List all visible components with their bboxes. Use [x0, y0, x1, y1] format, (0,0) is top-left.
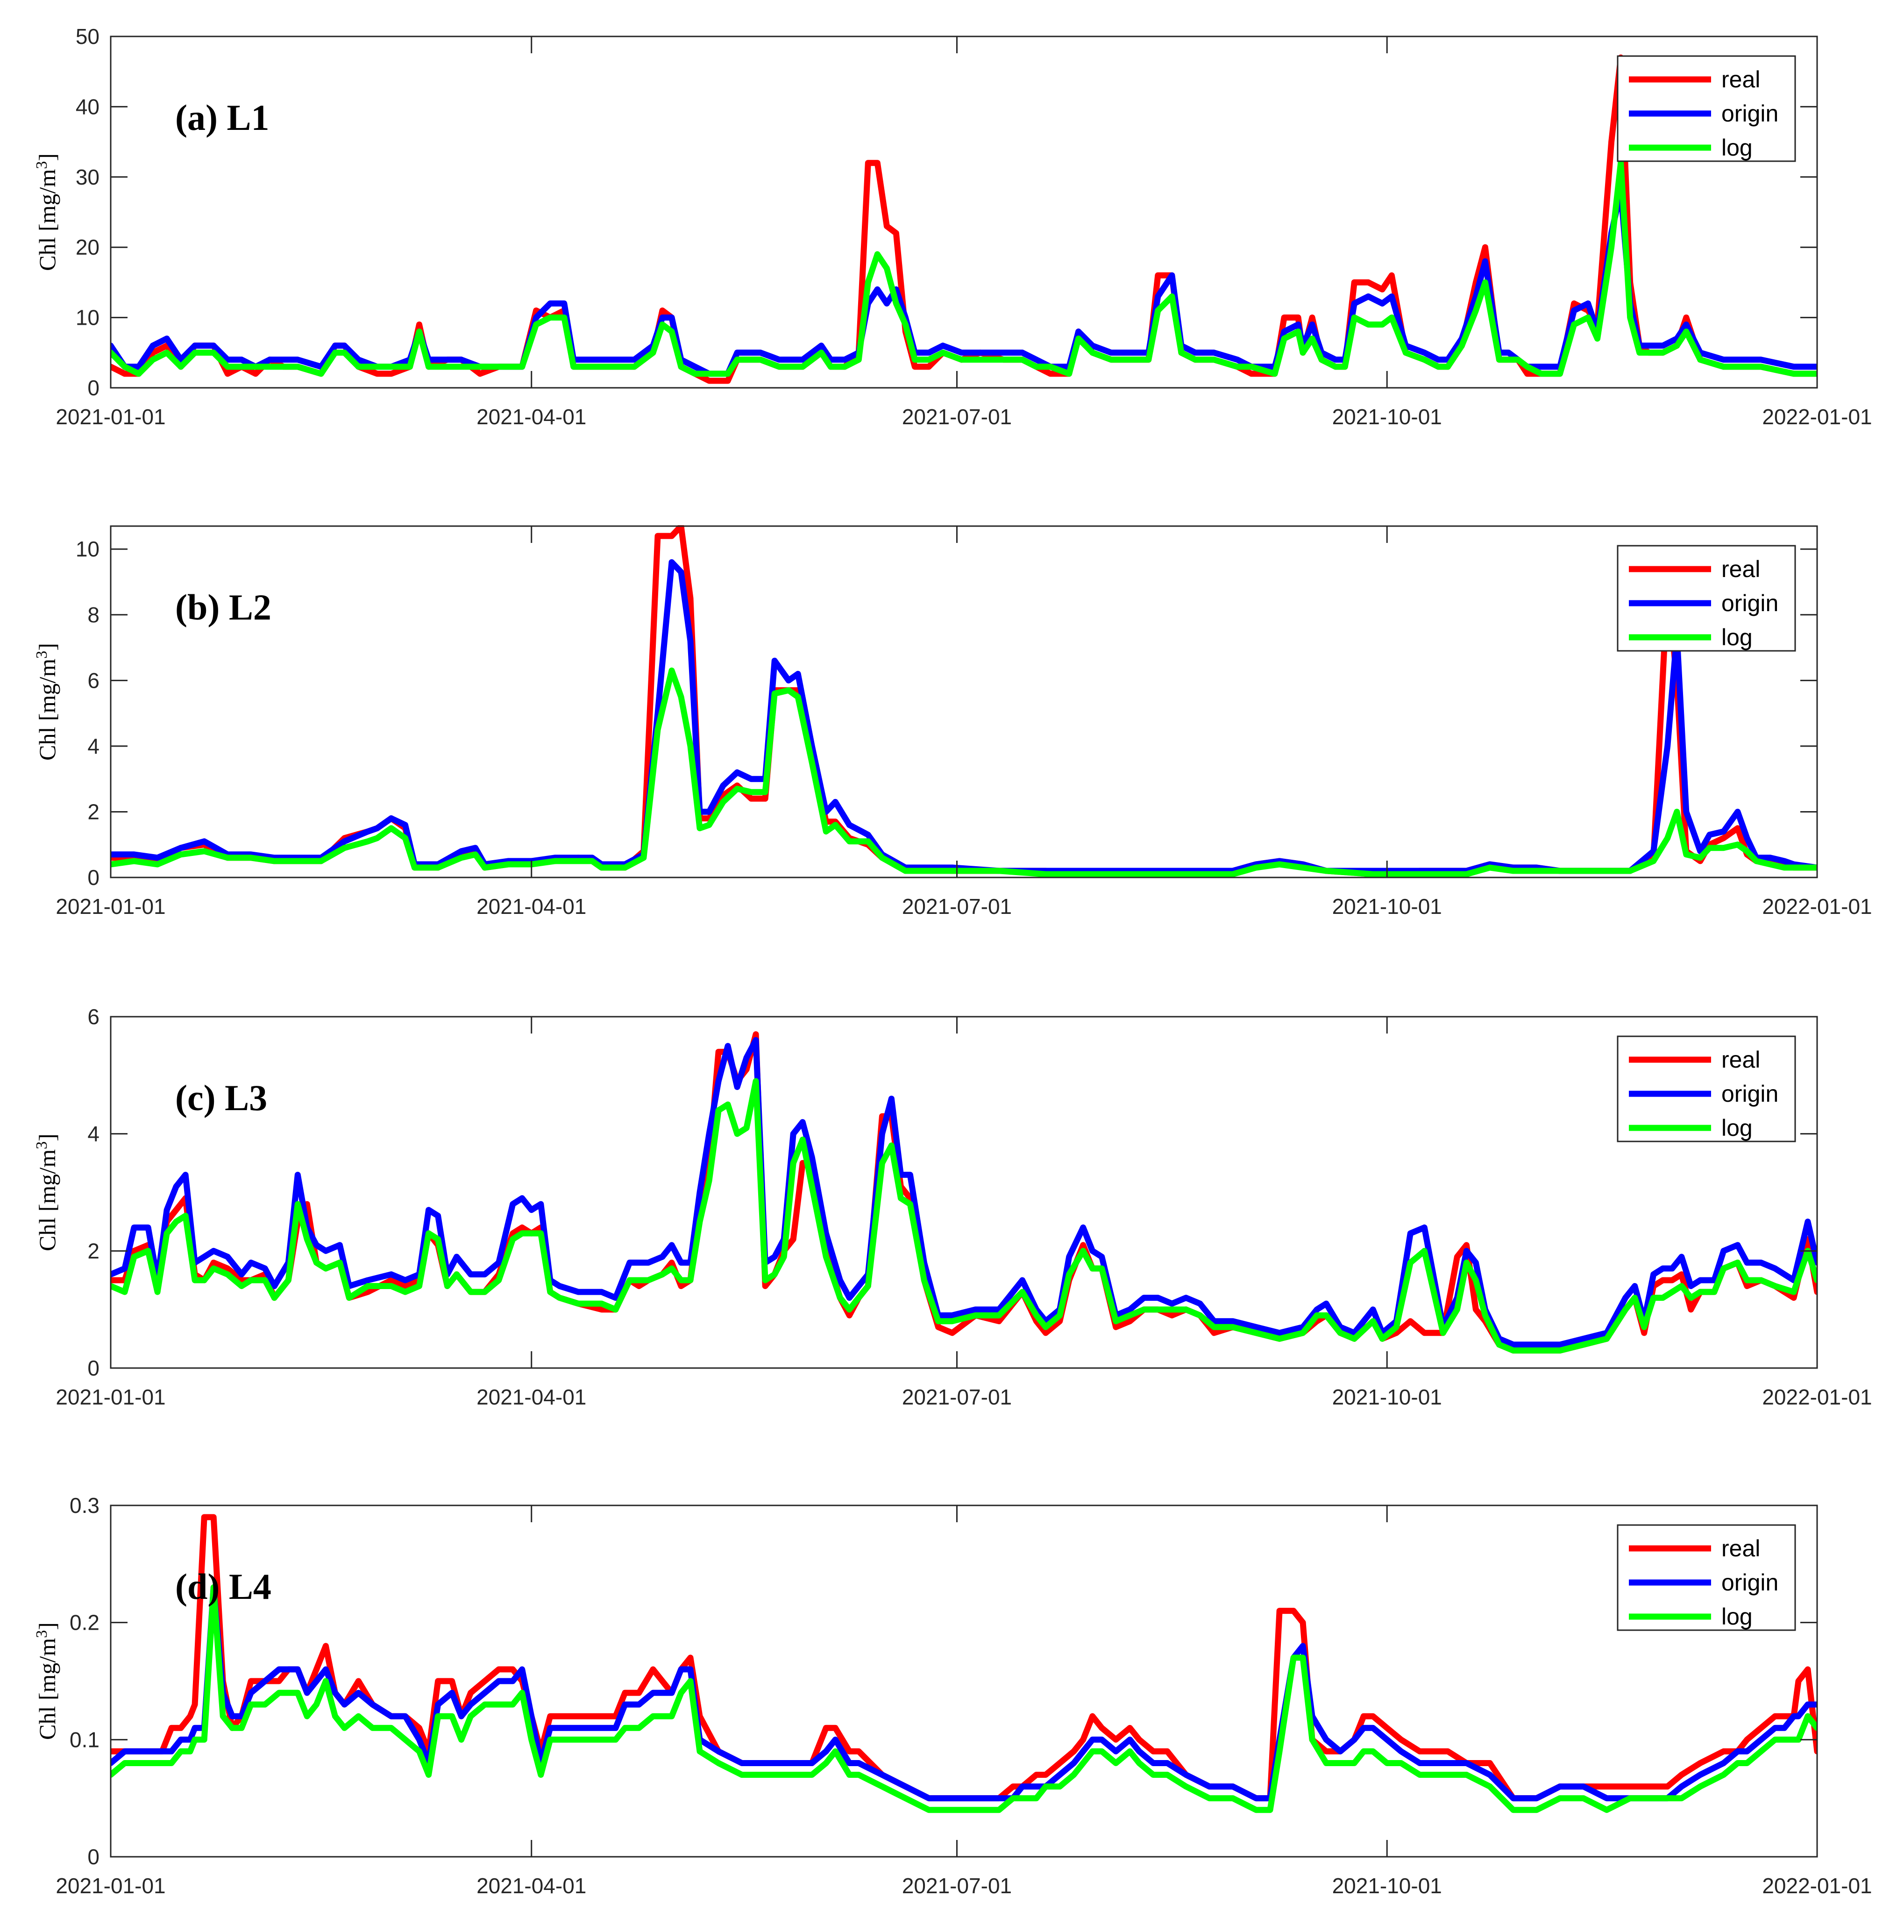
- y-axis-label: Chl [mg/m3]: [33, 1134, 61, 1251]
- y-tick-label: 2: [87, 1239, 99, 1263]
- plot-area: [111, 526, 1817, 877]
- x-tick-label: 2021-01-01: [56, 1874, 165, 1898]
- x-tick-label: 2022-01-01: [1762, 894, 1872, 919]
- y-tick-label: 4: [87, 1122, 99, 1146]
- chart-panel-3: 0 2 4 6 2021-01-01 2021-04-01 2021-07-01 2021-1…: [33, 1005, 1872, 1409]
- legend: real origin log: [1617, 1524, 1796, 1631]
- x-tick-label: 2021-04-01: [476, 1874, 586, 1898]
- y-tick-label: 6: [87, 668, 99, 692]
- series-lines: [111, 1514, 1817, 1813]
- series-lines: [111, 525, 1817, 877]
- x-tick-label: 2021-10-01: [1332, 405, 1442, 429]
- y-tick-label: 6: [87, 1005, 99, 1029]
- y-tick-label: 8: [87, 603, 99, 627]
- legend-label-log: log: [1721, 624, 1753, 650]
- chart-panel-2: 0 2 4 6 8 10 2021-01-01 2021-04-01 2021-07-01 202…: [33, 525, 1872, 919]
- series-line-log: [111, 667, 1817, 877]
- x-tick-label: 2021-07-01: [902, 1874, 1012, 1898]
- panel-title: (d) L4: [175, 1566, 271, 1607]
- panel-title: (b) L2: [175, 587, 271, 627]
- y-tick-label: 0.1: [70, 1727, 99, 1752]
- chart-panel-4: 0 0.1 0.2 0.3 2021-01-01 2021-04-01 2021-07-01…: [33, 1493, 1872, 1898]
- panel-title: (a) L1: [175, 97, 269, 138]
- y-tick-label: 10: [76, 537, 99, 561]
- y-tick-label: 4: [87, 734, 99, 758]
- y-tick-label: 40: [76, 94, 99, 119]
- chart-panel-1: 0 10 20 30 40 50 2021-01-01 2021-04-01 2021-07-0…: [33, 24, 1872, 429]
- series-lines: [111, 54, 1817, 384]
- axes-box: [110, 525, 1818, 878]
- y-tick-label: 0: [87, 865, 99, 890]
- legend-label-real: real: [1721, 1047, 1760, 1073]
- y-axis-label: Chl [mg/m3]: [33, 1622, 61, 1740]
- x-tick-label: 2022-01-01: [1762, 1874, 1872, 1898]
- panel-title: (c) L3: [175, 1077, 267, 1118]
- legend-label-real: real: [1721, 556, 1760, 582]
- plot-area: [111, 1505, 1817, 1857]
- y-tick-label: 0.3: [70, 1493, 99, 1518]
- x-tick-label: 2021-01-01: [56, 894, 165, 919]
- y-tick-label: 30: [76, 165, 99, 189]
- legend-label-real: real: [1721, 66, 1760, 93]
- legend-label-origin: origin: [1721, 1569, 1778, 1596]
- axes-box: [110, 1504, 1818, 1858]
- x-tick-label: 2021-10-01: [1332, 1874, 1442, 1898]
- y-tick-label: 0: [87, 376, 99, 400]
- x-tick-label: 2022-01-01: [1762, 405, 1872, 429]
- plot-area: [111, 36, 1817, 388]
- legend: real origin log: [1617, 545, 1796, 652]
- series-line-origin: [111, 559, 1817, 874]
- legend-box: [1617, 55, 1796, 162]
- y-axis-label: Chl [mg/m3]: [33, 153, 61, 271]
- legend-label-origin: origin: [1721, 100, 1778, 127]
- y-axis-label: Chl [mg/m3]: [33, 643, 61, 761]
- series-line-log: [111, 1584, 1817, 1813]
- series-line-origin: [111, 1584, 1817, 1802]
- legend-box: [1617, 1524, 1796, 1631]
- legend-box: [1617, 1035, 1796, 1142]
- y-tick-label: 20: [76, 235, 99, 259]
- axes-box: [110, 36, 1818, 389]
- legend-label-real: real: [1721, 1535, 1760, 1561]
- x-tick-label: 2021-01-01: [56, 405, 165, 429]
- x-tick-label: 2021-07-01: [902, 1385, 1012, 1409]
- y-tick-label: 10: [76, 306, 99, 330]
- x-tick-label: 2021-07-01: [902, 894, 1012, 919]
- y-tick-label: 0.2: [70, 1611, 99, 1635]
- x-tick-label: 2022-01-01: [1762, 1385, 1872, 1409]
- legend-box: [1617, 545, 1796, 652]
- x-tick-label: 2021-04-01: [476, 1385, 586, 1409]
- legend-label-log: log: [1721, 1604, 1753, 1630]
- series-line-log: [111, 160, 1817, 377]
- x-tick-label: 2021-10-01: [1332, 1385, 1442, 1409]
- legend: real origin log: [1617, 1035, 1796, 1142]
- series-line-log: [111, 1078, 1817, 1354]
- axes-box: [110, 1016, 1818, 1369]
- x-tick-label: 2021-01-01: [56, 1385, 165, 1409]
- x-tick-label: 2021-04-01: [476, 405, 586, 429]
- x-tick-label: 2021-04-01: [476, 894, 586, 919]
- y-tick-label: 0: [87, 1356, 99, 1380]
- legend-label-origin: origin: [1721, 1081, 1778, 1107]
- series-line-real: [111, 1514, 1817, 1802]
- series-lines: [111, 1031, 1817, 1354]
- y-tick-label: 50: [76, 24, 99, 49]
- y-tick-label: 2: [87, 799, 99, 824]
- x-tick-label: 2021-07-01: [902, 405, 1012, 429]
- legend: real origin log: [1617, 55, 1796, 162]
- legend-label-log: log: [1721, 1115, 1753, 1141]
- x-tick-label: 2021-10-01: [1332, 894, 1442, 919]
- legend-label-log: log: [1721, 135, 1753, 161]
- y-tick-label: 0: [87, 1845, 99, 1869]
- legend-label-origin: origin: [1721, 590, 1778, 616]
